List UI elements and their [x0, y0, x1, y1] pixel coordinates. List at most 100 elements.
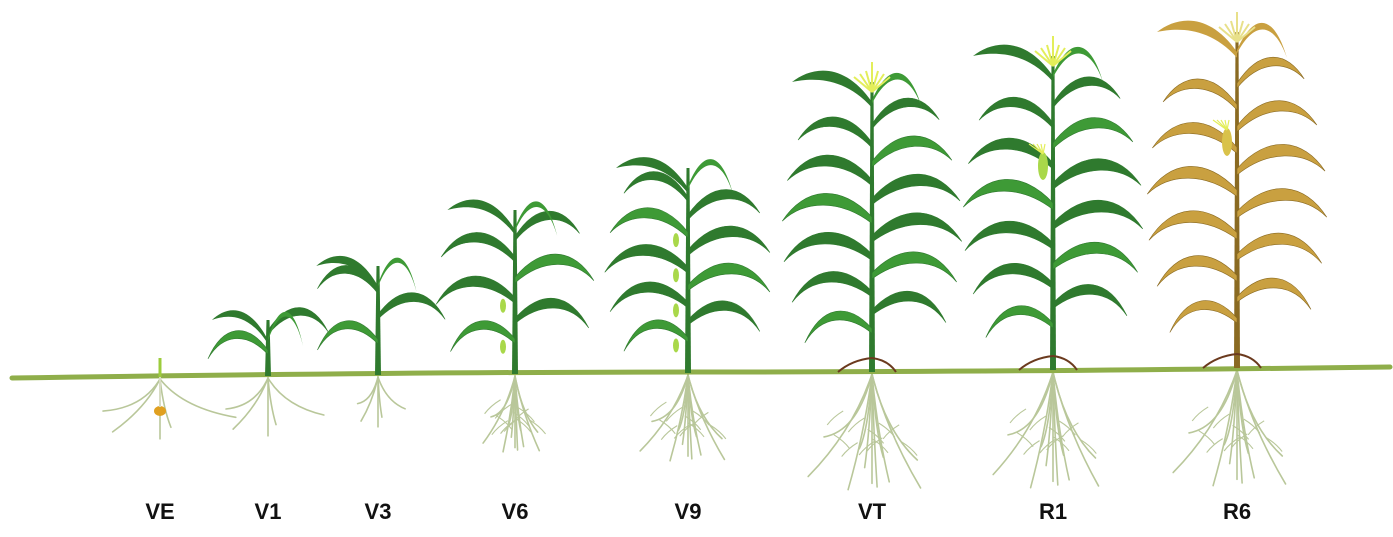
ear-shoot: [673, 303, 679, 318]
ear: [1038, 152, 1048, 180]
leaf: [871, 173, 961, 206]
leaf: [783, 232, 873, 262]
leaf: [623, 171, 689, 203]
leaf: [781, 193, 873, 225]
leaf: [1146, 166, 1238, 198]
tassel-branch: [1034, 50, 1054, 67]
plant-v1: [207, 307, 329, 376]
leaf: [972, 262, 1054, 295]
stage-label-v1: V1: [254, 499, 282, 524]
leaf: [1236, 144, 1326, 176]
stage-label-v9: V9: [674, 499, 702, 524]
stalk: [512, 210, 518, 374]
top-leaf: [616, 157, 688, 194]
leaf: [687, 300, 761, 332]
plant-r1: [962, 36, 1144, 371]
tassel-branch: [1236, 20, 1244, 43]
leaf: [1052, 76, 1121, 109]
leaf: [514, 210, 580, 242]
leaf: [871, 97, 940, 130]
leaf: [514, 297, 590, 329]
roots-r1: [992, 371, 1100, 489]
leaf: [962, 179, 1054, 211]
stage-label-r1: R1: [1038, 499, 1068, 524]
top-leaf: [515, 201, 558, 236]
leaf: [1052, 200, 1144, 231]
leaf: [604, 244, 689, 274]
leaf: [687, 189, 761, 221]
roots-v1: [225, 377, 325, 437]
leaf: [1236, 100, 1318, 133]
top-leaf: [1237, 22, 1287, 59]
plant-vt: [781, 62, 963, 373]
plants-layer: [154, 12, 1328, 416]
leaf: [1236, 188, 1328, 219]
plant-v3: [316, 255, 446, 375]
stalk: [375, 266, 381, 375]
leaf: [1052, 158, 1142, 190]
leaf: [377, 292, 446, 320]
leaf: [1052, 284, 1128, 316]
leaf: [804, 310, 873, 344]
leaf: [1169, 300, 1238, 333]
leaf: [797, 116, 873, 149]
leaf: [1152, 122, 1238, 155]
tassel-branch: [1052, 47, 1066, 67]
leaf: [1236, 277, 1312, 310]
roots-ve: [102, 378, 237, 440]
leaf: [317, 265, 379, 295]
tassel-branch: [1236, 23, 1250, 43]
tassel-branch: [859, 73, 873, 93]
top-leaf: [1157, 20, 1237, 58]
leaf: [435, 275, 516, 305]
stage-label-v6: V6: [501, 499, 529, 524]
tassel-branch: [1218, 26, 1238, 43]
plant-v6: [435, 199, 595, 374]
leaf: [871, 135, 953, 168]
soil-line: [9, 364, 1393, 381]
tassel-branch: [1224, 23, 1238, 43]
tassel-branch: [1052, 50, 1072, 67]
top-leaf: [792, 70, 872, 108]
tassel-branch: [871, 76, 891, 93]
leaf: [1236, 57, 1305, 89]
stage-label-ve: VE: [145, 499, 175, 524]
leaf: [871, 212, 963, 243]
plant-v9: [604, 157, 771, 373]
top-leaf: [268, 311, 304, 346]
roots-v6: [482, 375, 547, 453]
stage-label-r6: R6: [1222, 499, 1252, 524]
leaf: [1162, 78, 1238, 111]
leaf: [207, 330, 269, 359]
stage-label-vt: VT: [857, 499, 887, 524]
top-leaf: [447, 199, 515, 235]
silk: [1036, 143, 1044, 155]
roots-r6: [1172, 369, 1287, 487]
leaf: [609, 207, 689, 239]
leaf: [787, 154, 873, 187]
leaf: [1156, 255, 1238, 287]
tassel-branch: [1040, 47, 1054, 67]
top-leaf: [316, 255, 378, 291]
silk: [1226, 119, 1230, 131]
top-leaf: [688, 159, 733, 194]
top-leaf: [211, 310, 268, 345]
leaf: [687, 262, 771, 293]
leaf: [514, 253, 595, 284]
silk: [1224, 119, 1228, 131]
stage-label-v3: V3: [364, 499, 392, 524]
seed: [154, 406, 166, 416]
leaf: [440, 232, 516, 263]
leaf: [1052, 241, 1138, 273]
leaf: [1236, 232, 1322, 264]
silk: [1040, 143, 1044, 155]
ear-shoot: [673, 233, 679, 248]
plant-ve: [154, 358, 166, 416]
tassel-branch: [853, 76, 873, 93]
roots-v3: [356, 376, 406, 428]
ear-shoot: [673, 268, 679, 283]
stalk: [869, 82, 875, 372]
top-leaf: [973, 44, 1053, 82]
roots-vt: [807, 373, 922, 491]
plant-r6: [1146, 12, 1328, 369]
